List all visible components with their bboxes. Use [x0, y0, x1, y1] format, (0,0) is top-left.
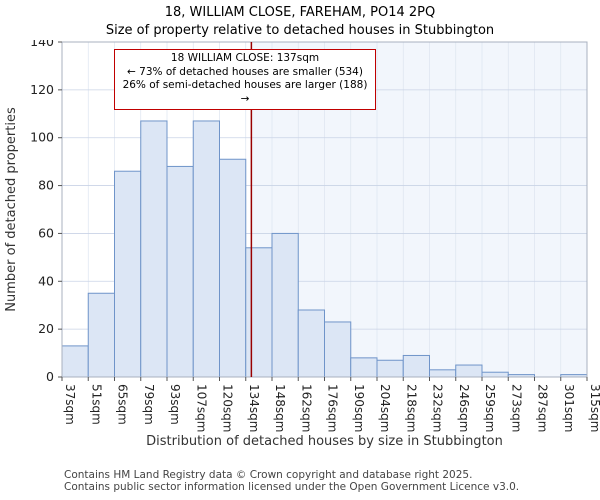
x-tick-label: 176sqm — [326, 384, 340, 432]
x-tick-label: 162sqm — [299, 384, 313, 432]
x-tick-label: 107sqm — [194, 384, 208, 432]
chart-title: 18, WILLIAM CLOSE, FAREHAM, PO14 2PQ — [164, 5, 436, 20]
x-tick-label: 79sqm — [142, 384, 156, 425]
y-tick-label: 60 — [38, 225, 54, 240]
histogram-bar — [192, 120, 220, 378]
annotation-line-1: 18 WILLIAM CLOSE: 137sqm — [170, 52, 320, 64]
x-tick-label: 51sqm — [89, 384, 103, 425]
annotation-line-2: ← 73% of detached houses are smaller (53… — [127, 65, 363, 78]
histogram-bar — [245, 247, 273, 378]
histogram-bar — [219, 158, 247, 378]
y-axis-title: Number of detached properties — [4, 107, 19, 312]
y-tick-label: 100 — [30, 130, 54, 145]
histogram-bar — [350, 357, 378, 378]
y-tick-label: 140 — [30, 40, 54, 49]
histogram-bar — [166, 165, 194, 378]
x-tick-label: 273sqm — [509, 384, 523, 432]
x-tick-label: 301sqm — [562, 384, 576, 432]
histogram-bar — [481, 371, 509, 378]
histogram-bar — [297, 309, 325, 378]
chart-titles: 18, WILLIAM CLOSE, FAREHAM, PO14 2PQ Siz… — [0, 5, 600, 38]
x-tick-label: 204sqm — [378, 384, 392, 432]
attribution-footer: Contains HM Land Registry data © Crown c… — [64, 469, 519, 493]
histogram-bar — [429, 369, 457, 378]
x-tick-label: 120sqm — [221, 384, 235, 432]
x-tick-label: 287sqm — [536, 384, 550, 432]
x-tick-label: 232sqm — [431, 384, 445, 432]
histogram-bar — [140, 120, 168, 378]
x-tick-label: 315sqm — [588, 384, 600, 432]
x-tick-label: 218sqm — [404, 384, 418, 432]
x-tick-label: 93sqm — [168, 384, 182, 425]
x-tick-label: 246sqm — [457, 384, 471, 432]
y-tick-label: 120 — [30, 82, 54, 97]
histogram-bar — [114, 170, 142, 378]
histogram-bar — [61, 345, 89, 378]
x-tick-label: 37sqm — [63, 384, 77, 425]
marker-annotation-box: 18 WILLIAM CLOSE: 137sqm ← 73% of detach… — [114, 49, 376, 110]
y-tick-label: 40 — [38, 273, 54, 288]
y-tick-label: 0 — [46, 369, 54, 384]
x-tick-label: 190sqm — [352, 384, 366, 432]
footer-line-2: Contains public sector information licen… — [64, 481, 520, 494]
histogram-bar — [402, 354, 430, 378]
y-tick-label: 20 — [38, 321, 54, 336]
histogram-bar — [271, 232, 299, 378]
histogram-chart: 0 20 40 60 80 100 120 140 37sqm 51sqm 65sqm 79sqm 93… — [4, 40, 600, 449]
histogram-bar — [376, 359, 404, 378]
histogram-bar — [87, 292, 115, 378]
x-tick-label: 259sqm — [483, 384, 497, 432]
x-axis-title: Distribution of detached houses by size … — [146, 434, 503, 449]
x-tick-label: 65sqm — [116, 384, 130, 425]
x-tick-label: 148sqm — [273, 384, 287, 432]
histogram-bar — [324, 321, 352, 378]
histogram-bar — [455, 364, 483, 378]
annotation-line-3: 26% of semi-detached houses are larger (… — [122, 79, 368, 105]
footer-line-1: Contains HM Land Registry data © Crown c… — [64, 469, 473, 481]
x-tick-label: 134sqm — [247, 384, 261, 432]
y-tick-label: 80 — [38, 178, 54, 193]
chart-subtitle: Size of property relative to detached ho… — [105, 23, 495, 38]
